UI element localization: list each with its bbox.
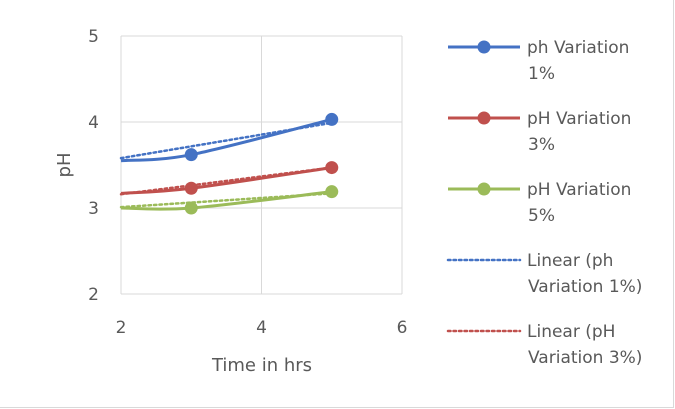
data-point: [325, 112, 339, 126]
data-point: [325, 161, 339, 175]
series-line: [120, 117, 333, 163]
y-tick-label: 5: [88, 27, 99, 47]
data-point: [325, 185, 339, 199]
x-tick-label: 4: [256, 318, 267, 338]
legend-label-line: 1%: [528, 64, 555, 84]
data-point: [184, 181, 198, 195]
legend-label: Linear (pH Variation 3%): [527, 322, 642, 368]
legend-label-line: 5%: [528, 206, 555, 226]
x-tick-label: 6: [397, 318, 408, 338]
x-tick-label: 2: [116, 318, 127, 338]
y-tick-label: 4: [88, 113, 99, 133]
legend-label: ph Variation 1%: [527, 38, 629, 84]
legend-label: Linear (ph Variation 1%): [527, 251, 642, 297]
legend-label-line: ph Variation: [527, 38, 629, 58]
y-axis-label: pH: [54, 153, 75, 178]
legend-label-line: pH Variation: [527, 109, 631, 129]
legend-label-line: Linear (pH: [527, 322, 615, 342]
legend: ph Variation 1%pH Variation 3%pH Variation…: [446, 38, 642, 368]
legend-label-line: Linear (ph: [527, 251, 613, 271]
legend-marker: [477, 40, 491, 54]
x-axis-label: Time in hrs: [211, 355, 312, 376]
legend-label: pH Variation 3%: [527, 109, 631, 155]
series-lines: [120, 117, 333, 211]
legend-marker: [477, 111, 491, 125]
data-point: [184, 148, 198, 162]
y-tick-label: 3: [88, 199, 99, 219]
legend-label-line: Variation 1%): [528, 277, 642, 297]
x-axis-ticks: 2 4 6: [116, 318, 408, 338]
data-point: [184, 201, 198, 215]
legend-label-line: Variation 3%): [528, 348, 642, 368]
data-points: [184, 112, 339, 215]
legend-label: pH Variation 5%: [527, 180, 631, 226]
gridlines: [120, 35, 403, 295]
y-axis-ticks: 2 3 4 5: [88, 27, 99, 305]
legend-label-line: pH Variation: [527, 180, 631, 200]
y-tick-label: 2: [88, 285, 99, 305]
legend-label-line: 3%: [528, 135, 555, 155]
legend-marker: [477, 182, 491, 196]
